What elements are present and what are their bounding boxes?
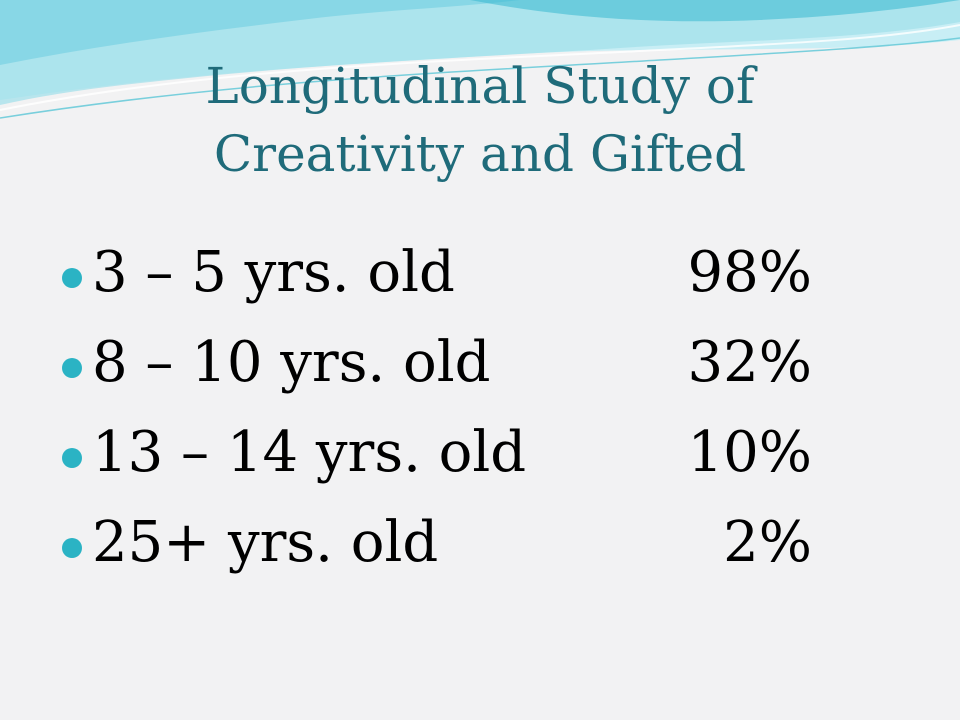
- percent-value: 32%: [687, 330, 812, 395]
- percent-value: 2%: [723, 510, 812, 575]
- age-label: 8 – 10 yrs. old: [92, 330, 491, 395]
- bullet-icon: [62, 268, 82, 288]
- bullet-icon: [62, 358, 82, 378]
- data-list: 3 – 5 yrs. old 98% 8 – 10 yrs. old 32% 1…: [62, 238, 842, 598]
- percent-value: 10%: [687, 420, 812, 485]
- percent-value: 98%: [687, 240, 812, 305]
- age-label: 3 – 5 yrs. old: [92, 240, 455, 305]
- list-item: 13 – 14 yrs. old 10%: [62, 418, 842, 508]
- age-label: 13 – 14 yrs. old: [92, 420, 527, 485]
- bullet-icon: [62, 538, 82, 558]
- title-line-2: Creativity and Gifted: [213, 125, 747, 183]
- list-item: 25+ yrs. old 2%: [62, 508, 842, 598]
- slide-title: Longitudinal Study of Creativity and Gif…: [0, 52, 960, 188]
- list-item: 3 – 5 yrs. old 98%: [62, 238, 842, 328]
- title-line-1: Longitudinal Study of: [205, 57, 755, 115]
- list-item: 8 – 10 yrs. old 32%: [62, 328, 842, 418]
- bullet-icon: [62, 448, 82, 468]
- decorative-waves: [0, 0, 960, 119]
- age-label: 25+ yrs. old: [92, 510, 439, 575]
